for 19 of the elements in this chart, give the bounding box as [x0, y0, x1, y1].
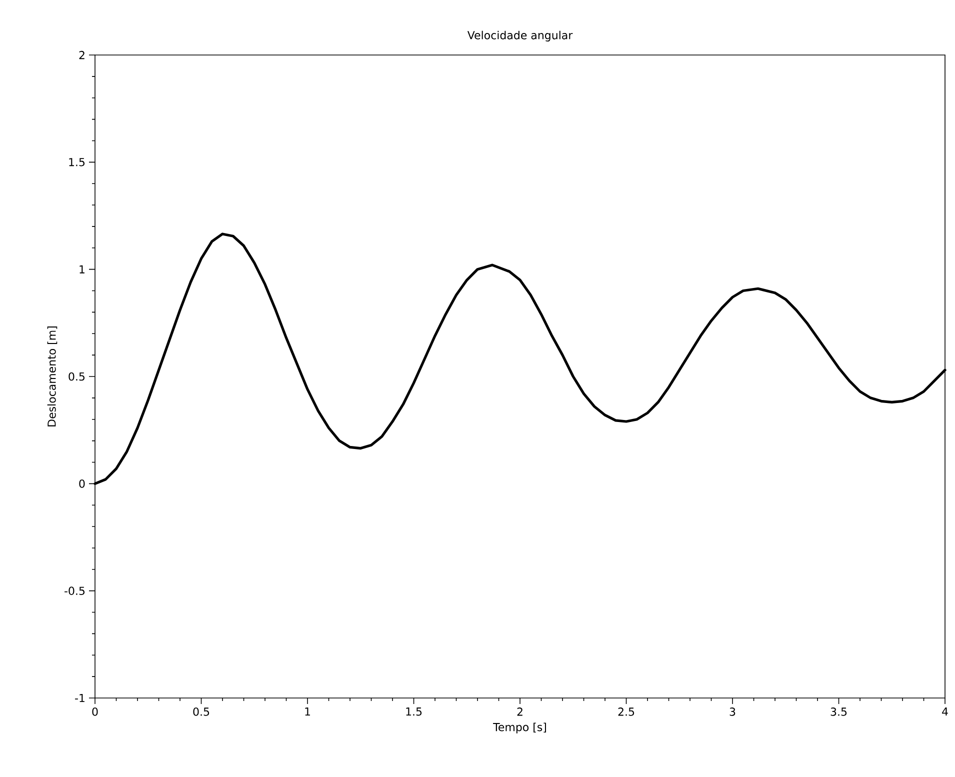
x-tick-label: 4	[942, 708, 948, 716]
x-tick-label: 0.5	[193, 708, 210, 716]
y-tick-label: -1	[75, 694, 84, 702]
y-axis-title: Deslocamento [m]	[47, 326, 58, 426]
y-tick-label: 1.5	[69, 158, 85, 166]
x-tick-label: 1.5	[406, 708, 422, 716]
y-tick-label: 0	[79, 480, 85, 488]
chart-title: Velocidade angular	[467, 30, 573, 42]
x-tick-label: 3.5	[830, 708, 847, 716]
x-tick-label: 1	[305, 708, 310, 716]
x-tick-label: 2	[517, 708, 522, 716]
x-tick-label: 0	[92, 708, 98, 716]
x-tick-label: 3	[730, 708, 736, 716]
y-tick-label: 1	[80, 265, 84, 274]
x-axis-title: Tempo [s]	[493, 722, 546, 734]
y-tick-label: 0.5	[68, 372, 85, 381]
x-tick-label: 2.5	[618, 708, 634, 716]
y-tick-label: -0.5	[64, 586, 85, 595]
y-tick-label: 2	[79, 50, 84, 60]
